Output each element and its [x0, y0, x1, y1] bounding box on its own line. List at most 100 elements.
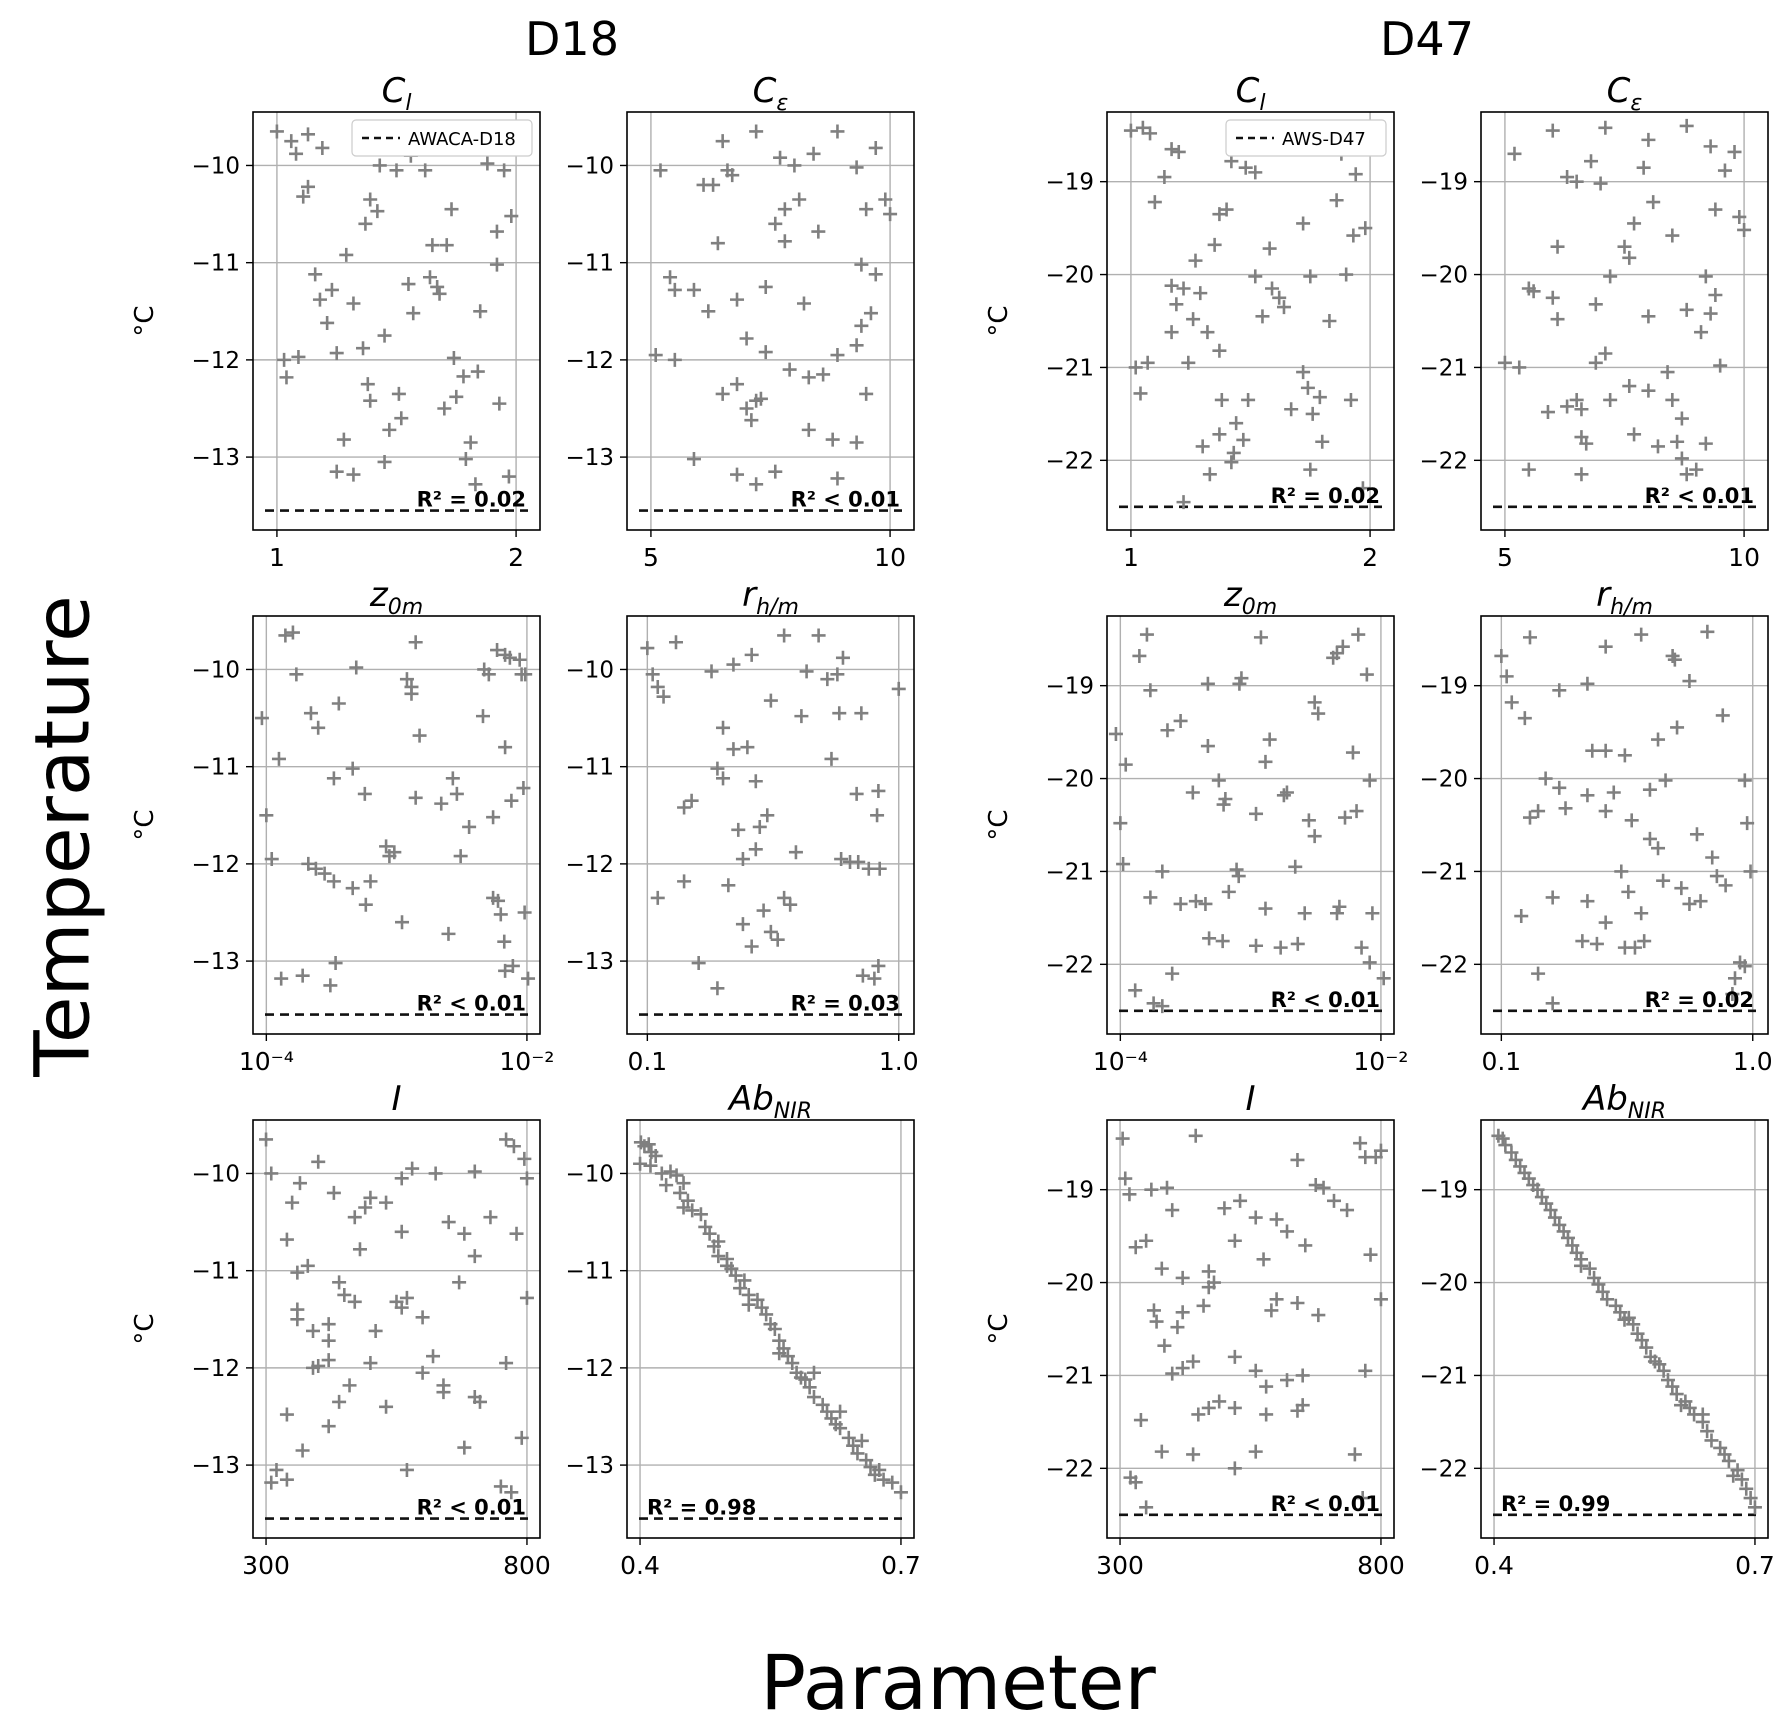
- data-point: [1614, 864, 1629, 879]
- data-point: [1128, 1475, 1143, 1490]
- data-point: [868, 267, 883, 282]
- plot-frame: [626, 111, 915, 531]
- data-point: [1665, 228, 1680, 243]
- data-point: [832, 706, 847, 721]
- plot-frame: [626, 1119, 915, 1539]
- data-point: [1160, 723, 1175, 738]
- data-point: [1582, 1261, 1597, 1276]
- data-point: [1188, 253, 1203, 268]
- data-point: [1700, 1424, 1715, 1439]
- data-point: [733, 1281, 748, 1296]
- data-point: [740, 740, 755, 755]
- data-point: [1224, 455, 1239, 470]
- data-point: [1547, 1210, 1562, 1225]
- data-point: [358, 1200, 373, 1215]
- subplot-title-main: I: [391, 1079, 401, 1119]
- data-point: [726, 742, 741, 757]
- subplot-title-main: z: [1223, 575, 1243, 615]
- data-point: [787, 158, 802, 173]
- data-point: [1718, 878, 1733, 893]
- data-point: [1258, 901, 1273, 916]
- data-point: [1355, 1491, 1370, 1506]
- data-point: [1295, 1368, 1310, 1383]
- subplot-title-main: Ab: [727, 1079, 774, 1119]
- data-point: [763, 693, 778, 708]
- data-point: [1624, 813, 1639, 828]
- data-point: [1715, 708, 1730, 723]
- data-point: [849, 338, 864, 353]
- data-point: [1670, 434, 1685, 449]
- data-point: [1552, 683, 1567, 698]
- data-point: [833, 1404, 848, 1419]
- data-point: [370, 204, 385, 219]
- data-point: [1622, 250, 1637, 265]
- data-point: [470, 364, 485, 379]
- data-point: [337, 1287, 352, 1302]
- data-point: [785, 1356, 800, 1371]
- data-point: [1593, 176, 1608, 191]
- subplot-title-main: Ab: [1581, 1079, 1628, 1119]
- data-point: [773, 150, 788, 165]
- data-point: [1290, 1295, 1305, 1310]
- subplot-title: I: [1245, 1079, 1255, 1119]
- data-point: [1739, 1481, 1754, 1496]
- data-point: [891, 681, 906, 696]
- data-point: [1717, 163, 1732, 178]
- data-point: [806, 1365, 821, 1380]
- plot-frame: [252, 111, 541, 531]
- data-point: [279, 1472, 294, 1487]
- data-point: [1165, 966, 1180, 981]
- data-point: [1122, 1187, 1137, 1202]
- data-point: [329, 464, 344, 479]
- data-point: [1248, 1363, 1263, 1378]
- data-point: [1550, 239, 1565, 254]
- data-point: [1732, 209, 1747, 224]
- data-point: [1507, 146, 1522, 161]
- data-point: [1118, 1171, 1133, 1186]
- subplot-d47-6: −19 −20 −21 −22 10⁻⁴ 10⁻² z0m °C R² < 0.01: [984, 575, 1408, 1076]
- data-point: [363, 393, 378, 408]
- data-point: [710, 761, 725, 776]
- data-point: [767, 1322, 782, 1336]
- data-point: [1234, 671, 1249, 686]
- data-point: [1280, 1373, 1295, 1388]
- data-point: [656, 689, 671, 704]
- data-point: [1339, 267, 1354, 282]
- data-point: [1198, 896, 1213, 911]
- data-point: [1345, 745, 1360, 760]
- data-point: [1725, 987, 1740, 1002]
- data-point: [1531, 804, 1546, 819]
- data-point: [284, 134, 299, 149]
- y-tick-label: −21: [1045, 355, 1094, 381]
- data-point: [730, 467, 745, 482]
- data-point: [1574, 402, 1589, 417]
- data-point: [1200, 676, 1215, 691]
- data-point: [301, 856, 316, 871]
- data-point: [277, 352, 292, 367]
- data-point: [352, 1242, 367, 1257]
- data-point: [1273, 940, 1288, 955]
- data-point: [1743, 1491, 1758, 1506]
- data-point: [428, 1166, 443, 1181]
- y-tick-label: −11: [565, 251, 614, 277]
- data-point: [1308, 1178, 1323, 1193]
- data-point: [1259, 1379, 1274, 1394]
- data-point: [1154, 1261, 1169, 1276]
- data-point: [363, 874, 378, 889]
- data-point: [806, 1390, 821, 1405]
- data-point: [1651, 732, 1666, 747]
- y-tick-label: −12: [191, 1356, 240, 1382]
- y-axis-label: °C: [130, 809, 160, 840]
- data-point: [412, 728, 427, 743]
- data-point: [1349, 804, 1364, 819]
- data-point: [801, 370, 816, 385]
- x-tick-label: 1: [269, 543, 285, 572]
- data-point: [1622, 379, 1637, 394]
- data-point: [868, 140, 883, 155]
- data-point: [269, 1462, 284, 1477]
- data-point: [311, 1358, 326, 1373]
- data-point: [1674, 881, 1689, 896]
- data-point: [290, 1312, 305, 1327]
- subplot-d47-11: −19 −20 −21 −22 0.4 0.7 AbNIR R² = 0.99: [1419, 1079, 1774, 1580]
- data-point: [1359, 667, 1374, 682]
